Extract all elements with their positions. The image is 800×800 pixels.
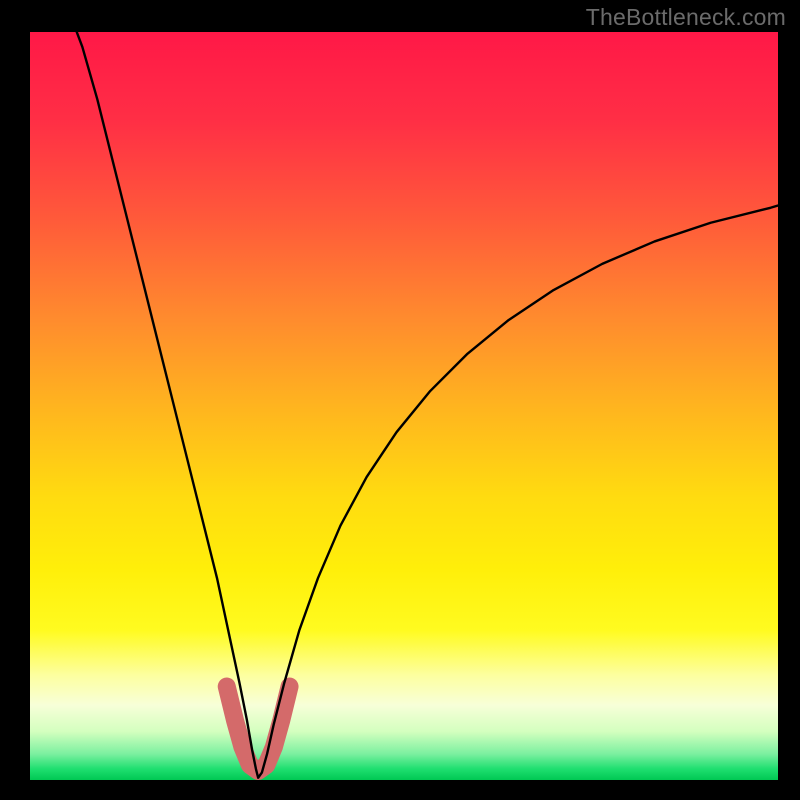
plot-area — [30, 17, 778, 780]
watermark-text: TheBottleneck.com — [586, 4, 786, 31]
chart-container: TheBottleneck.com — [0, 0, 800, 800]
bottleneck-chart — [0, 0, 800, 800]
gradient-background — [30, 32, 778, 780]
